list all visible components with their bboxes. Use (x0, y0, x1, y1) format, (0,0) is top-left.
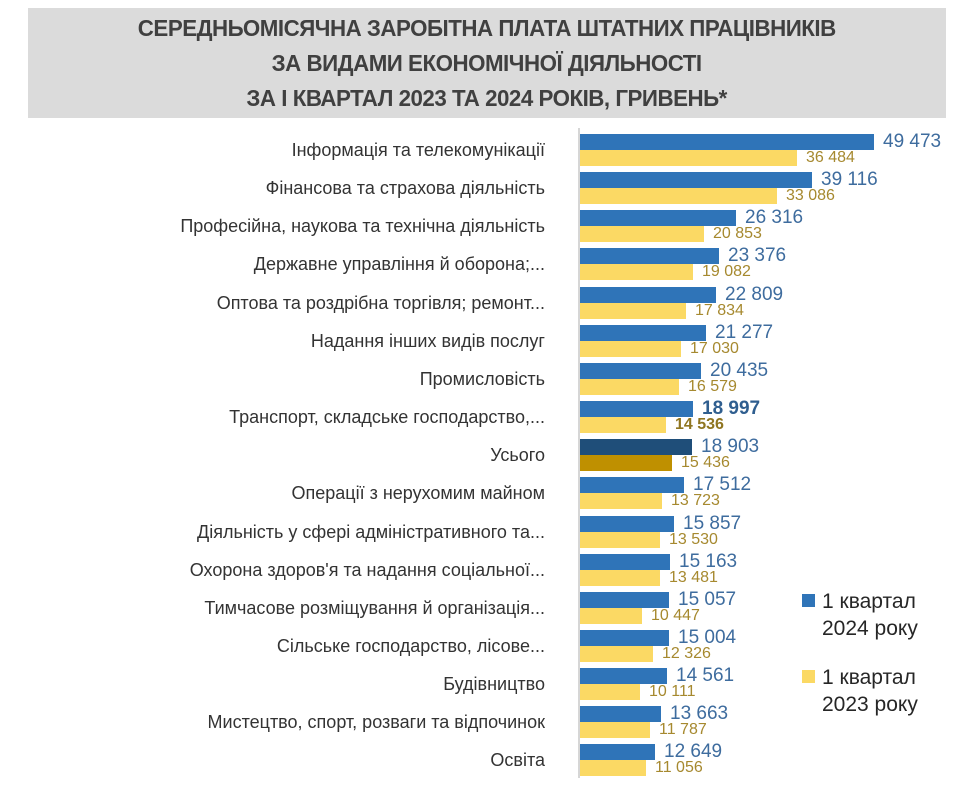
bar-2024 (580, 287, 716, 303)
legend-label-2024: 1 квартал 2024 року (822, 590, 918, 640)
category-label: Державне управління й оборона;... (253, 254, 545, 274)
bar-2023 (580, 379, 679, 395)
category-label: Промисловість (419, 369, 545, 389)
category-label: Будівництво (443, 674, 545, 694)
bar-2024 (580, 134, 874, 150)
value-label-2023: 13 530 (669, 531, 718, 548)
category-axis-line (578, 128, 580, 778)
category-label: Мистецтво, спорт, розваги та відпочинок (207, 712, 545, 732)
category-label: Освіта (490, 750, 545, 770)
value-label-2024: 13 663 (670, 703, 729, 724)
legend-swatch-2023-icon (802, 670, 815, 683)
value-label-2023: 20 853 (713, 225, 762, 242)
category-label: Тимчасове розміщування й організація... (204, 598, 545, 618)
bar-2023 (580, 303, 686, 319)
bar-2024 (580, 172, 812, 188)
value-label-2024: 18 997 (702, 398, 761, 419)
category-label: Професійна, наукова та технічна діяльніс… (180, 216, 545, 236)
bar-2024 (580, 477, 684, 493)
category-label: Сільське господарство, лісове... (276, 636, 545, 656)
value-label-2023: 17 030 (690, 340, 739, 357)
legend-label-2023: 1 квартал 2023 року (822, 666, 918, 716)
bar-2024 (580, 210, 736, 226)
bar-2023 (580, 417, 666, 433)
bar-2023 (580, 341, 681, 357)
bar-2024 (580, 668, 667, 684)
bar-2024 (580, 325, 706, 341)
value-label-2023: 10 447 (651, 607, 700, 624)
legend-item-2023: 1 квартал 2023 року (802, 664, 962, 718)
value-label-2024: 12 649 (664, 741, 723, 762)
category-label: Операції з нерухомим майном (291, 483, 546, 503)
bar-2024 (580, 401, 693, 417)
legend-item-2024: 1 квартал 2024 року (802, 588, 962, 642)
chart-title-line-1: СЕРЕДНЬОМІСЯЧНА ЗАРОБІТНА ПЛАТА ШТАТНИХ … (138, 14, 836, 41)
category-label: Надання інших видів послуг (310, 331, 545, 351)
value-label-2023: 11 056 (655, 759, 703, 776)
bar-2023 (580, 760, 646, 776)
value-label-2023: 16 579 (688, 378, 737, 395)
value-label-2024: 14 561 (676, 665, 735, 686)
bar-2024 (580, 516, 674, 532)
value-label-2024: 39 116 (821, 169, 878, 190)
bar-2024 (580, 248, 719, 264)
category-label: Транспорт, складське господарство,... (229, 407, 545, 427)
category-label: Охорона здоров'я та надання соціальної..… (189, 560, 545, 580)
chart-title: СЕРЕДНЬОМІСЯЧНА ЗАРОБІТНА ПЛАТА ШТАТНИХ … (28, 8, 946, 118)
category-label: Фінансова та страхова діяльність (265, 178, 545, 198)
legend-swatch-2024-icon (802, 594, 815, 607)
value-label-2024: 20 435 (710, 360, 769, 381)
value-label-2024: 15 004 (678, 627, 737, 648)
category-label: Діяльність у сфері адміністративного та.… (197, 522, 545, 542)
bar-2023 (580, 532, 660, 548)
value-label-2024: 17 512 (693, 474, 752, 495)
chart-title-line-2: ЗА ВИДАМИ ЕКОНОМІЧНОЇ ДІЯЛЬНОСТІ (271, 49, 702, 76)
bar-2023 (580, 455, 672, 471)
chart-title-line-3: ЗА І КВАРТАЛ 2023 ТА 2024 РОКІВ, ГРИВЕНЬ… (246, 84, 728, 111)
bar-2024 (580, 744, 655, 760)
value-label-2024: 15 857 (683, 513, 742, 534)
bar-2023 (580, 493, 662, 509)
bar-2024 (580, 706, 661, 722)
bar-2024 (580, 592, 669, 608)
value-label-2024: 49 473 (883, 131, 942, 152)
value-label-2023: 10 111 (649, 683, 696, 700)
value-label-2024: 23 376 (728, 245, 787, 266)
bar-2023 (580, 722, 650, 738)
value-label-2024: 22 809 (725, 284, 784, 305)
category-label: Оптова та роздрібна торгівля; ремонт... (216, 293, 545, 313)
value-label-2023: 11 787 (659, 721, 707, 738)
bar-2024 (580, 439, 692, 455)
bar-2023 (580, 608, 642, 624)
value-label-2023: 19 082 (702, 263, 751, 280)
value-label-2024: 15 057 (678, 589, 737, 610)
bar-2023 (580, 264, 693, 280)
bar-2023 (580, 570, 660, 586)
bar-2023 (580, 646, 653, 662)
value-label-2024: 26 316 (745, 207, 804, 228)
value-label-2023: 33 086 (786, 187, 835, 204)
value-label-2024: 21 277 (715, 322, 774, 343)
value-label-2023: 13 481 (669, 569, 718, 586)
value-label-2023: 17 834 (695, 302, 744, 319)
chart-legend: 1 квартал 2024 року 1 квартал 2023 року (802, 588, 962, 740)
bar-2023 (580, 684, 640, 700)
bar-2024 (580, 630, 669, 646)
value-label-2023: 14 536 (675, 416, 724, 433)
value-label-2024: 18 903 (701, 436, 760, 457)
value-label-2023: 12 326 (662, 645, 711, 662)
value-label-2023: 13 723 (671, 492, 720, 509)
bar-chart: Інформація та телекомунікації 49 473 36 48… (0, 128, 974, 785)
value-label-2023: 36 484 (806, 149, 855, 166)
bar-2023 (580, 188, 777, 204)
value-label-2024: 15 163 (679, 551, 738, 572)
bar-2023 (580, 150, 797, 166)
value-label-2023: 15 436 (681, 454, 730, 471)
category-label: Усього (490, 445, 545, 465)
bar-2024 (580, 554, 670, 570)
bar-2024 (580, 363, 701, 379)
bar-2023 (580, 226, 704, 242)
category-label: Інформація та телекомунікації (291, 140, 545, 160)
